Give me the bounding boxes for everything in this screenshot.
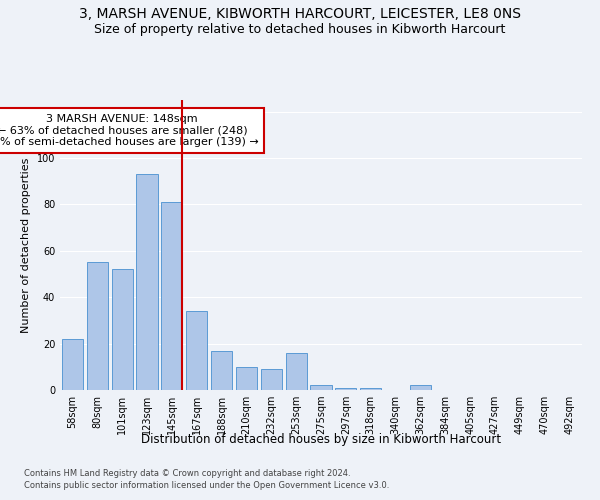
Bar bbox=[286, 353, 307, 390]
Bar bbox=[410, 386, 431, 390]
Text: 3 MARSH AVENUE: 148sqm
← 63% of detached houses are smaller (248)
35% of semi-de: 3 MARSH AVENUE: 148sqm ← 63% of detached… bbox=[0, 114, 259, 147]
Bar bbox=[310, 386, 332, 390]
Bar bbox=[161, 202, 182, 390]
Y-axis label: Number of detached properties: Number of detached properties bbox=[21, 158, 31, 332]
Bar bbox=[211, 350, 232, 390]
Bar bbox=[335, 388, 356, 390]
Bar bbox=[62, 339, 83, 390]
Text: Size of property relative to detached houses in Kibworth Harcourt: Size of property relative to detached ho… bbox=[94, 22, 506, 36]
Bar bbox=[360, 388, 381, 390]
Text: Contains HM Land Registry data © Crown copyright and database right 2024.: Contains HM Land Registry data © Crown c… bbox=[24, 468, 350, 477]
Bar bbox=[261, 369, 282, 390]
Text: 3, MARSH AVENUE, KIBWORTH HARCOURT, LEICESTER, LE8 0NS: 3, MARSH AVENUE, KIBWORTH HARCOURT, LEIC… bbox=[79, 8, 521, 22]
Bar bbox=[112, 270, 133, 390]
Bar bbox=[186, 311, 207, 390]
Text: Distribution of detached houses by size in Kibworth Harcourt: Distribution of detached houses by size … bbox=[141, 432, 501, 446]
Bar bbox=[236, 367, 257, 390]
Bar bbox=[87, 262, 108, 390]
Text: Contains public sector information licensed under the Open Government Licence v3: Contains public sector information licen… bbox=[24, 481, 389, 490]
Bar bbox=[136, 174, 158, 390]
